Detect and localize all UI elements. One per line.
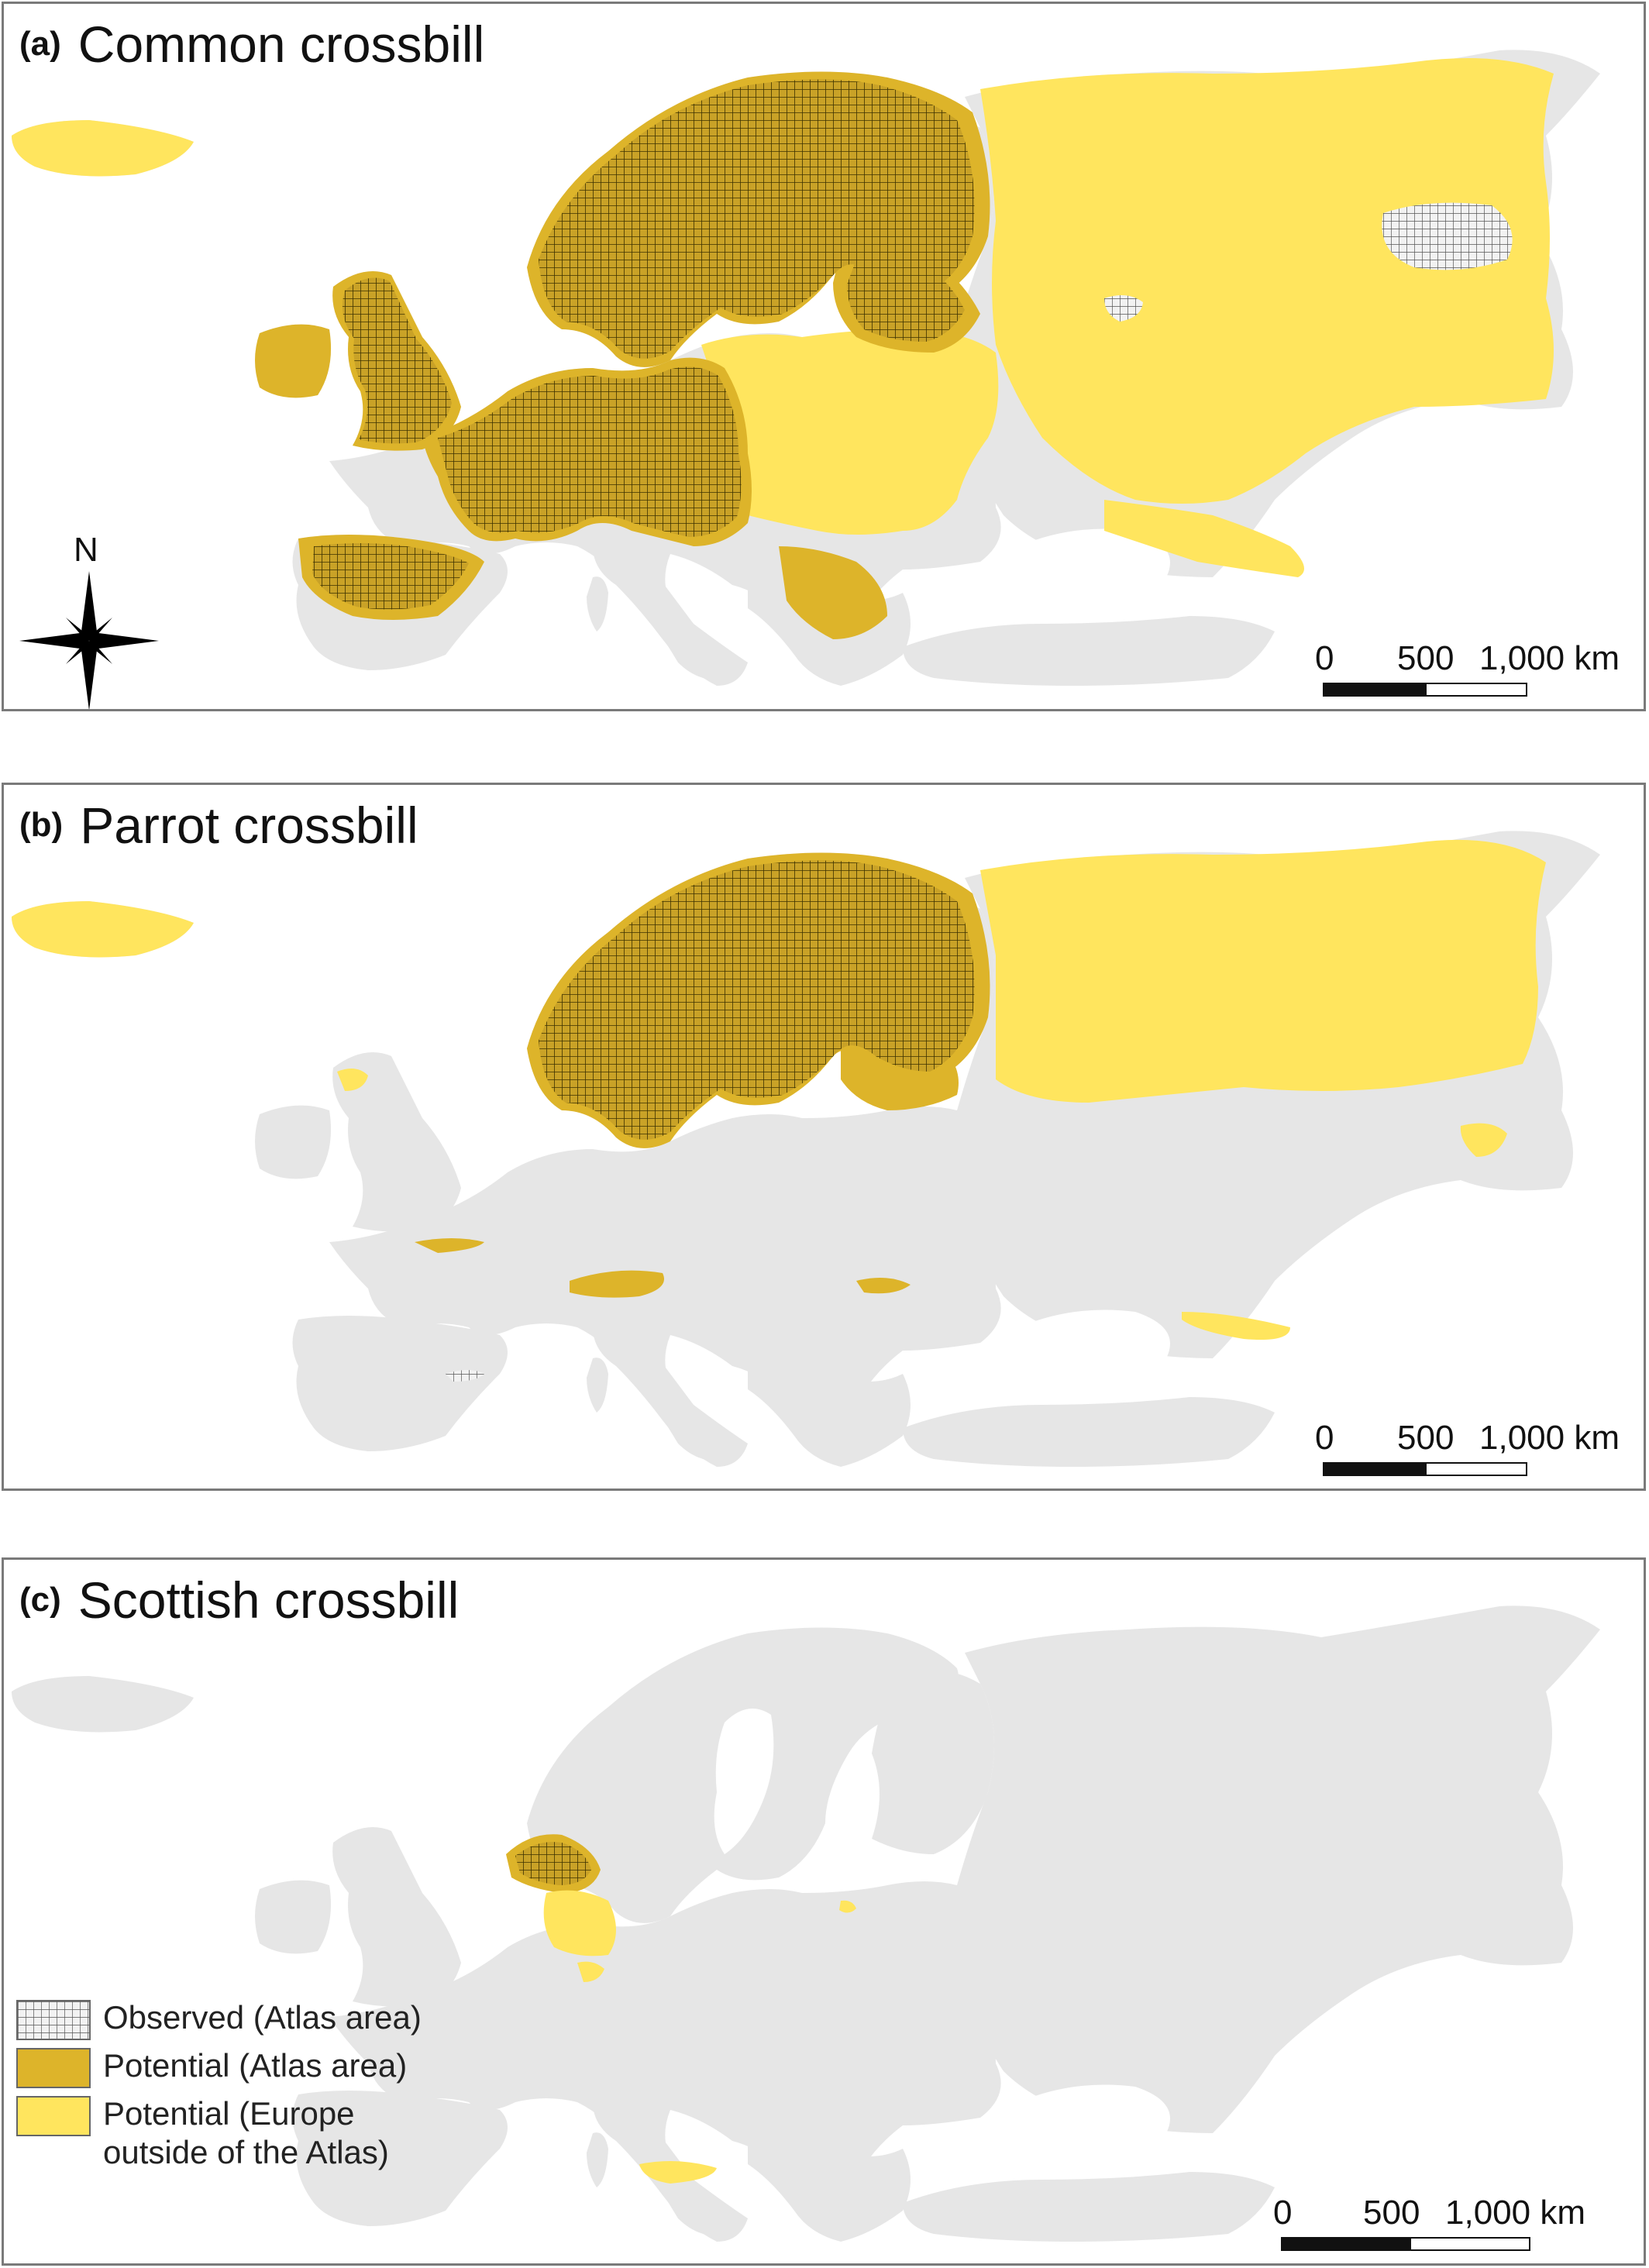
legend-item-potential-europe: Potential (Europe outside of the Atlas) (16, 2090, 512, 2177)
panel-species-name: Common crossbill (77, 15, 485, 73)
scale-tick-500: 500 (1397, 1419, 1454, 1457)
scale-tick-1000: 1,000 km (1479, 639, 1620, 677)
scale-tick-500: 500 (1363, 2194, 1420, 2232)
panel-species-name: Scottish crossbill (77, 1571, 460, 1629)
compass-star-icon (19, 571, 159, 709)
panel-title-c: (c) Scottish crossbill (19, 1571, 459, 1630)
distribution-map-common-crossbill (12, 50, 1600, 686)
legend-swatch-potential-atlas (16, 2048, 91, 2088)
scale-segment-light (1425, 683, 1527, 697)
legend-item-observed: Observed (Atlas area) (16, 1994, 512, 2042)
scale-tick-500: 500 (1397, 639, 1454, 677)
map-panel-common-crossbill: (a) Common crossbill N 0 500 1,000 km (2, 2, 1646, 711)
north-label: N (74, 531, 98, 569)
map-panel-scottish-crossbill: (c) Scottish crossbill Observed (Atlas ar… (2, 1557, 1646, 2266)
legend-label-potential-europe-line1: Potential (Europe (103, 2095, 355, 2132)
scale-segment-light (1410, 2237, 1530, 2251)
panel-title-a: (a) Common crossbill (19, 15, 484, 74)
scale-tick-0: 0 (1315, 1419, 1334, 1457)
legend-swatch-observed (16, 2000, 91, 2040)
scale-segment-dark (1323, 683, 1427, 697)
panel-letter: (c) (19, 1581, 61, 1619)
distribution-map-scottish-crossbill (12, 1605, 1600, 2242)
legend-label-potential-atlas: Potential (Atlas area) (103, 2047, 408, 2084)
panel-title-b: (b) Parrot crossbill (19, 796, 418, 855)
legend-item-potential-atlas: Potential (Atlas area) (16, 2042, 512, 2090)
map-panel-parrot-crossbill: (b) Parrot crossbill 0 500 1,000 km (2, 783, 1646, 1491)
scale-tick-0: 0 (1315, 639, 1334, 677)
panel-species-name: Parrot crossbill (80, 797, 418, 854)
scale-tick-1000: 1,000 km (1479, 1419, 1620, 1457)
legend-swatch-potential-europe (16, 2096, 91, 2136)
scale-tick-1000: 1,000 km (1445, 2194, 1585, 2232)
scale-segment-dark (1281, 2237, 1411, 2251)
north-arrow: N (19, 531, 159, 709)
scale-segment-light (1425, 1462, 1527, 1476)
scale-bar: 0 500 1,000 km (1315, 639, 1620, 704)
legend: Observed (Atlas area) Potential (Atlas a… (16, 1994, 512, 2177)
scale-tick-0: 0 (1273, 2194, 1293, 2232)
legend-label-potential-europe-line2: outside of the Atlas) (103, 2134, 389, 2170)
scale-bar: 0 500 1,000 km (1315, 1419, 1620, 1484)
panel-letter: (a) (19, 25, 61, 63)
legend-label-observed: Observed (Atlas area) (103, 1999, 422, 2036)
scale-segment-dark (1323, 1462, 1427, 1476)
scale-bar: 0 500 1,000 km (1273, 2194, 1585, 2259)
panel-letter: (b) (19, 806, 64, 844)
distribution-map-parrot-crossbill (12, 831, 1600, 1467)
